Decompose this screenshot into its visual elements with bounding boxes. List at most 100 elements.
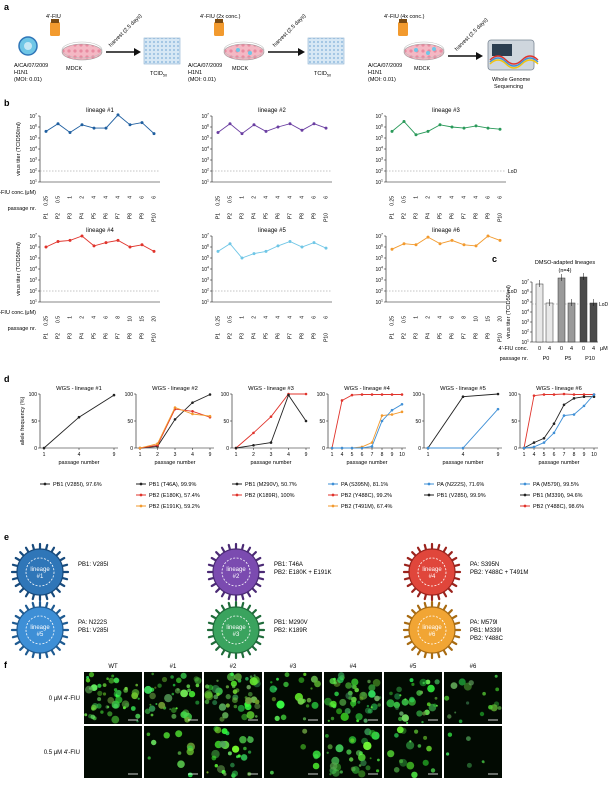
fluorescent-cell: [351, 696, 357, 703]
virus-label: lineage: [30, 625, 50, 631]
fluorescent-cell: [254, 699, 260, 705]
data-point: [300, 245, 304, 249]
fluorescent-cell: [434, 679, 440, 685]
conc-tick-label: 1: [240, 316, 246, 319]
fluorescent-cell: [158, 701, 166, 709]
virus-strain-1: A/CA/07/2009: [14, 63, 48, 69]
virus-number: #2: [233, 574, 240, 580]
row-label: 0.5 μM 4'-FIU: [44, 750, 80, 756]
fluorescent-cell: [358, 770, 366, 778]
conc-row-label: 4'-FIU conc.(μM): [0, 190, 36, 196]
passage-tick-label: P9: [140, 213, 146, 219]
series-line: [391, 120, 501, 136]
data-point: [304, 392, 308, 396]
legend-label: PB2 (Y488C), 98.6%: [533, 504, 584, 510]
microscopy-image: [144, 672, 202, 724]
data-point: [370, 441, 374, 444]
virus-core: [25, 557, 55, 587]
virus-core: [221, 615, 251, 645]
fluorescent-cell: [144, 685, 153, 694]
passage-tick-label: P2: [402, 213, 408, 219]
fluorescent-cell: [488, 705, 493, 710]
data-point: [173, 418, 177, 421]
y-tick-label: 100: [29, 392, 38, 398]
passage-tick-label: P5: [92, 213, 98, 219]
fluorescent-cell: [399, 758, 408, 767]
fluorescent-cell: [350, 738, 355, 743]
y-tick-label: 105: [201, 135, 209, 142]
fluorescent-cell: [326, 751, 329, 754]
drug-label-2: 4'-FIU (2x conc.): [200, 14, 241, 20]
mutation-text: PA: M579I: [470, 620, 498, 626]
conc-tick-label: 6: [450, 316, 456, 319]
bar: [535, 283, 544, 343]
y-tick-label: 104: [201, 266, 209, 273]
legend-label: PB1 (T46A), 99.9%: [149, 482, 196, 488]
data-point: [462, 126, 466, 130]
y-tick-label: 0: [226, 446, 229, 452]
y-tick-label: 107: [201, 113, 209, 120]
data-point: [592, 393, 596, 396]
fluorescent-cell: [225, 685, 229, 689]
fluorescent-cell: [175, 730, 183, 738]
data-point: [522, 446, 526, 450]
data-point: [77, 415, 81, 419]
conc-tick-label: 1: [68, 196, 74, 199]
microscopy-image: [384, 672, 442, 725]
series-line: [235, 394, 307, 449]
fluorescent-cell: [423, 735, 428, 740]
fluorescent-cell: [121, 700, 130, 708]
y-axis-title: allele frequency (%): [20, 397, 26, 446]
y-tick-label: 107: [29, 113, 37, 120]
virus-strain-2: A/CA/07/2009: [188, 63, 222, 69]
microscopy-image: [444, 726, 502, 778]
fluorescent-cell: [339, 770, 343, 774]
conc-tick-label: 2: [80, 316, 86, 319]
virus-lineage-2: lineage#2 PB1: T46A PB2: E180K + E191K: [206, 542, 332, 602]
series-line: [428, 408, 499, 449]
fluorescent-cell: [396, 726, 404, 734]
fluorescent-cell: [236, 755, 239, 759]
fluorescent-cell: [194, 677, 202, 685]
group-label: P5: [565, 356, 572, 362]
wgs-plot-title: WGS - lineage #3: [248, 386, 294, 392]
conc-tick-label: 1: [240, 196, 246, 199]
wgs-label-line-2: Sequencing: [494, 84, 523, 90]
data-point: [542, 436, 546, 440]
data-point: [288, 240, 292, 243]
conc-tick-label: 4: [570, 346, 573, 352]
row-label: 0 μM 4'-FIU: [49, 696, 80, 702]
fluorescent-cell: [163, 732, 170, 739]
fluorescent-cell: [246, 711, 255, 720]
x-tick-label: 1: [235, 452, 238, 458]
series-line: [332, 411, 403, 449]
x-tick-label: 9: [391, 452, 394, 458]
y-tick-label: 102: [521, 329, 529, 336]
data-point: [486, 126, 490, 130]
fluorescent-cell: [329, 678, 336, 685]
y-tick-label: 100: [125, 392, 134, 398]
virus-lineage-5: lineage#3 PB1: M290V PB2: K189R: [206, 600, 308, 660]
drug-label-1: 4'-FIU: [46, 14, 61, 20]
conc-tick-label: 2: [426, 316, 432, 319]
data-point: [582, 393, 586, 396]
data-point: [234, 446, 238, 450]
fluorescent-cell: [335, 744, 344, 753]
data-point: [426, 129, 430, 133]
conc-tick-label: 0.25: [44, 196, 50, 206]
fluorescent-cell: [237, 704, 245, 712]
legend-marker: [139, 493, 143, 497]
conc-tick-label: 2: [426, 196, 432, 199]
conc-tick-label: 2: [80, 196, 86, 199]
fluorescent-cell: [227, 751, 232, 756]
conc-tick-label: 0.5: [402, 316, 408, 323]
data-point: [350, 446, 354, 450]
y-tick-label: 50: [31, 419, 37, 425]
fluorescent-cell: [252, 676, 260, 684]
fluorescent-cell: [216, 679, 219, 682]
passage-tick-label: P7: [116, 213, 122, 219]
fluorescent-cell: [450, 682, 458, 689]
conc-tick-label: 4: [264, 316, 270, 319]
x-axis-title: passage number: [347, 460, 388, 466]
data-point: [252, 123, 256, 127]
